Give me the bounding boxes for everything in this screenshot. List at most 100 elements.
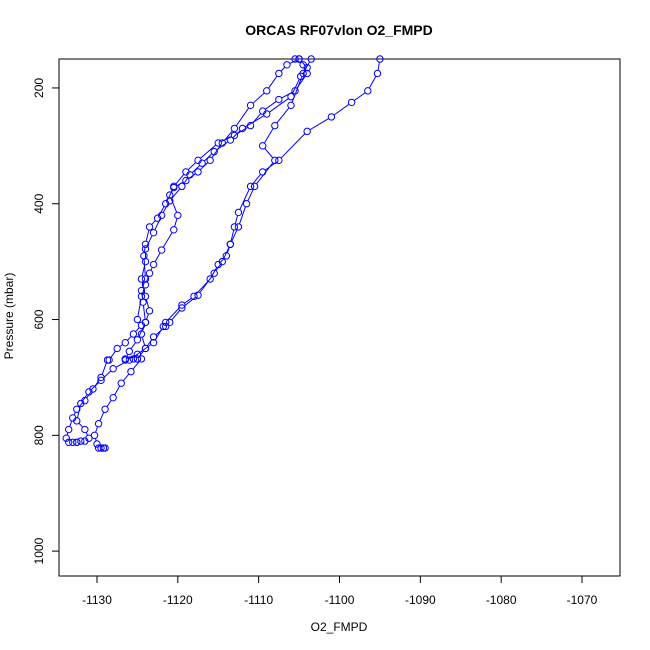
series-segment [268,76,278,89]
data-point [271,156,279,165]
data-point [157,246,166,254]
data-point [141,318,150,327]
series-segment [155,328,164,335]
data-point [275,156,283,165]
x-axis: -1130 -1120 -1110 -1100 -1090 -1080 -1070 [82,575,598,607]
plot-frame [58,58,621,577]
data-point [291,55,299,63]
series-segment [85,432,88,436]
series-segment [142,305,146,320]
series-segment [154,218,161,230]
data-point [141,240,150,248]
data-point [263,87,271,95]
y-axis: 200 400 600 800 1000 [32,78,60,564]
series-segment [292,79,300,94]
data-point [133,315,142,324]
data-point [226,240,235,248]
y-tick-label: 600 [32,309,46,329]
data-point [178,304,186,312]
series-segment [139,344,152,353]
series-segment [239,189,250,210]
data-point [77,437,85,445]
series-segment [245,115,264,128]
data-point [242,200,251,208]
data-point [373,69,382,78]
series-segment [146,313,149,320]
data-point [275,95,283,104]
series-segment [101,363,107,375]
series-segment [154,252,161,262]
data-point [133,355,142,363]
data-point [364,87,372,95]
series-segment [141,337,146,346]
x-tick-label: -1100 [325,593,355,607]
series-segment [256,162,274,184]
series-segment [175,174,185,185]
series-segment [252,92,265,104]
series-segment [309,118,329,131]
y-tick-label: 400 [32,193,46,213]
data-point [186,171,194,179]
series-segment [224,130,233,141]
data-point [97,376,105,385]
series-segment [216,141,228,151]
data-point [141,257,150,266]
data-point [170,226,178,234]
data-point [73,438,81,446]
series-segment [276,107,290,124]
series-segment [280,133,306,159]
series-segment [142,325,145,331]
series-segment [82,394,88,401]
data-point [145,269,154,277]
series-segment [139,350,144,357]
series-segment [151,220,156,225]
series-segment [223,247,230,259]
x-tick-label: -1090 [405,593,436,607]
series-segment [354,92,366,101]
data-point [206,275,214,283]
data-point [194,291,202,299]
series-segment [167,307,180,321]
data-point [271,121,279,130]
series-segment [126,354,129,357]
series-segment [128,355,135,359]
data-point [129,330,138,338]
data-point [174,211,182,220]
series-segment [200,144,216,159]
series-segment [91,382,99,390]
data-point [157,211,166,220]
data-point [141,292,150,301]
data-point [210,269,218,277]
data-point [166,191,174,199]
series-1 [90,55,303,452]
series-segment [304,61,310,71]
data-point [62,434,70,442]
data-point [206,156,214,165]
series-segment [130,342,136,349]
data-point [234,223,243,231]
series-segment [184,297,192,304]
data-point [303,63,311,72]
data-point [85,388,93,396]
data-point [238,124,247,133]
data-point [162,318,170,327]
data-point [137,275,146,283]
data-point [194,168,202,176]
data-point [73,417,81,425]
series-segment [95,438,97,441]
series-segment [99,412,105,421]
x-tick-label: -1120 [163,593,193,607]
data-point [230,223,239,231]
data-point [137,292,146,301]
series-segment [369,76,377,89]
series-segment [123,373,130,381]
series-segment [231,229,238,242]
series-segment [269,98,289,113]
series-segment [333,104,350,116]
series-segment [95,426,98,433]
data-point [299,69,307,78]
data-point [145,223,154,231]
data-point [246,101,255,110]
data-point [295,55,303,63]
